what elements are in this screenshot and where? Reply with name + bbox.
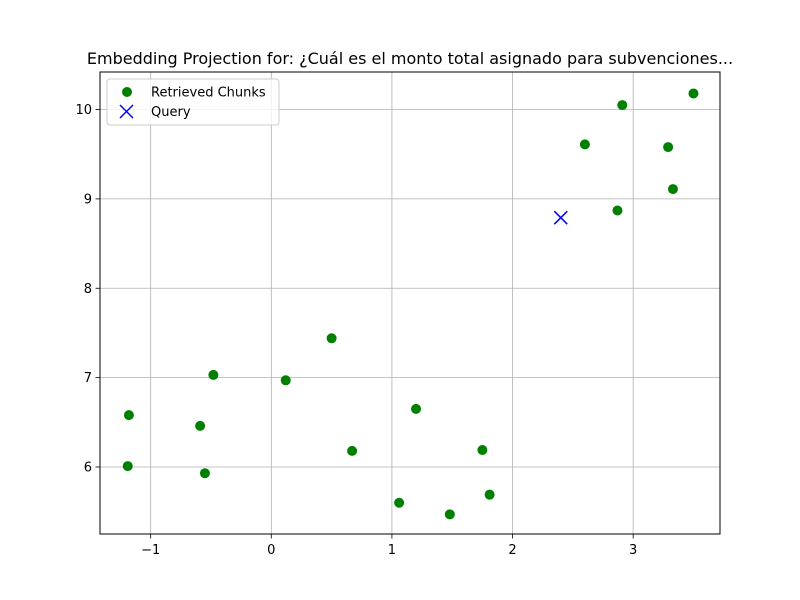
retrieved-chunks-point: [411, 403, 422, 414]
retrieved-chunks-point: [280, 375, 291, 386]
retrieved-chunks-point: [122, 461, 133, 472]
retrieved-chunks-point: [444, 509, 455, 520]
y-tick-label: 10: [75, 103, 92, 118]
chart-title: Embedding Projection for: ¿Cuál es el mo…: [87, 49, 733, 68]
y-tick-label: 7: [84, 371, 92, 386]
legend-label-query: Query: [151, 105, 191, 120]
x-tick-label: 2: [508, 543, 516, 558]
axis-ticks: −1 0 1 2 3 6 7 8 9 10: [75, 103, 637, 558]
retrieved-chunks-point: [667, 184, 678, 195]
legend-marker-retrieved-chunks: [122, 87, 132, 97]
retrieved-chunks-point: [688, 88, 699, 99]
retrieved-chunks-point: [326, 333, 337, 344]
retrieved-chunks-point: [663, 142, 674, 153]
y-tick-label: 6: [84, 460, 92, 475]
x-tick-label: 3: [629, 543, 637, 558]
retrieved-chunks-point: [195, 420, 206, 431]
retrieved-chunks-point: [484, 489, 495, 500]
retrieved-chunks-point: [208, 369, 219, 380]
grid: [100, 72, 720, 534]
retrieved-chunks-point: [347, 445, 358, 456]
query-point: [553, 210, 568, 225]
legend-box: [106, 78, 280, 126]
plot-area-frame: [99, 71, 721, 535]
x-tick-label: 1: [388, 543, 396, 558]
x-tick-label: −1: [141, 543, 160, 558]
legend-marker-query: [119, 104, 134, 119]
retrieved-chunks-point: [579, 139, 590, 150]
retrieved-chunks-point: [394, 497, 405, 508]
retrieved-chunks-point: [123, 410, 134, 421]
retrieved-chunks-point: [612, 205, 623, 216]
retrieved-chunks-point: [617, 100, 628, 111]
legend: Retrieved Chunks Query: [106, 78, 280, 126]
retrieved-chunks-point: [477, 445, 488, 455]
retrieved-chunks-point: [199, 468, 210, 479]
y-tick-label: 9: [84, 192, 92, 207]
y-tick-label: 8: [84, 282, 92, 297]
legend-label-retrieved-chunks: Retrieved Chunks: [151, 86, 266, 101]
x-tick-label: 0: [267, 543, 275, 558]
data-points: [122, 88, 699, 520]
